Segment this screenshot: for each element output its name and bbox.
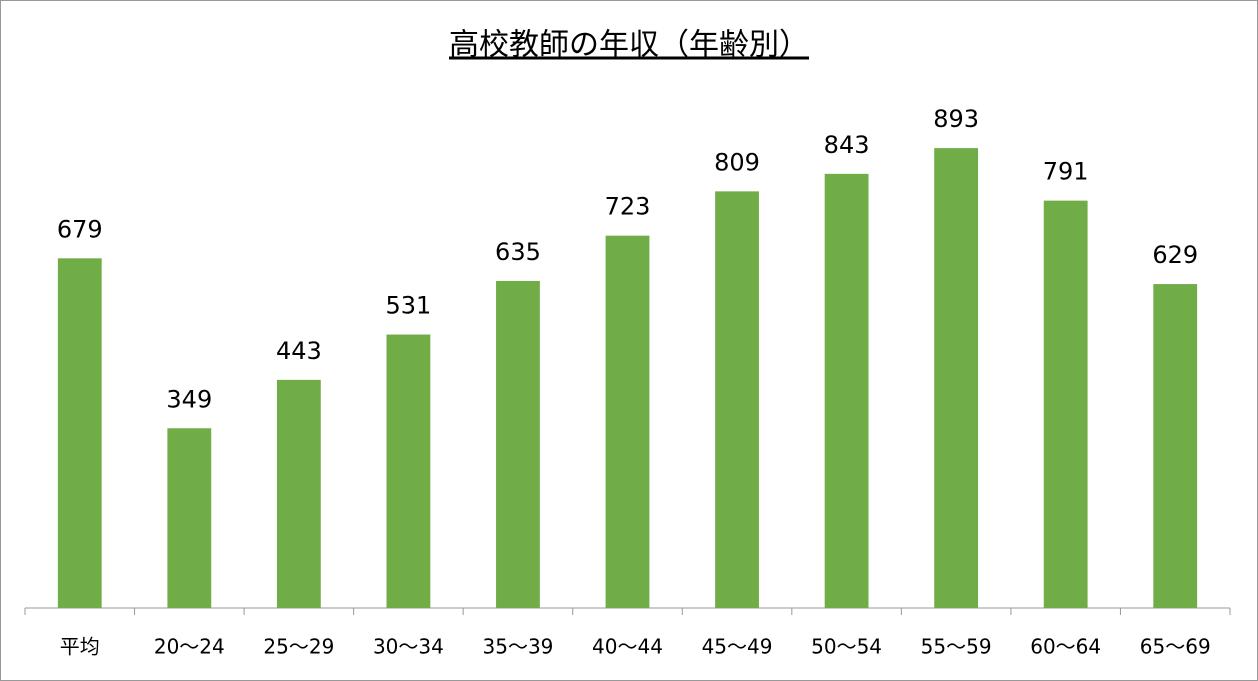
x-tick-label: 65〜69 [1140, 635, 1211, 659]
bar [605, 235, 650, 608]
value-label: 843 [824, 131, 870, 159]
bar [934, 148, 979, 609]
x-tick-label: 25〜29 [263, 635, 334, 659]
bar [824, 173, 869, 609]
bar [167, 428, 212, 608]
value-label: 679 [57, 215, 103, 243]
value-label: 635 [495, 238, 541, 266]
value-label: 531 [386, 292, 432, 320]
x-tick-label: 40〜44 [592, 635, 663, 659]
value-label: 629 [1152, 241, 1198, 269]
value-label: 791 [1043, 158, 1089, 186]
x-tick-label: 20〜24 [154, 635, 225, 659]
x-tick-label: 30〜34 [373, 635, 444, 659]
value-label: 349 [166, 385, 212, 413]
value-label: 893 [933, 105, 979, 133]
bar [1153, 284, 1198, 608]
bar [386, 334, 431, 608]
x-tick-label: 35〜39 [483, 635, 554, 659]
bar [276, 379, 321, 608]
x-tick-label: 平均 [60, 635, 100, 659]
value-label: 723 [605, 193, 651, 221]
bar [715, 191, 759, 609]
x-tick-label: 50〜54 [811, 635, 882, 659]
value-label: 443 [276, 337, 322, 365]
bar [496, 280, 540, 608]
value-label: 809 [714, 148, 760, 176]
x-tick-label: 60〜64 [1030, 635, 1101, 659]
x-tick-label: 45〜49 [702, 635, 773, 659]
x-tick-label: 55〜59 [921, 635, 992, 659]
chart-title: 高校教師の年収（年齢別） [449, 28, 809, 63]
bar [57, 258, 102, 608]
bar [1043, 200, 1088, 608]
